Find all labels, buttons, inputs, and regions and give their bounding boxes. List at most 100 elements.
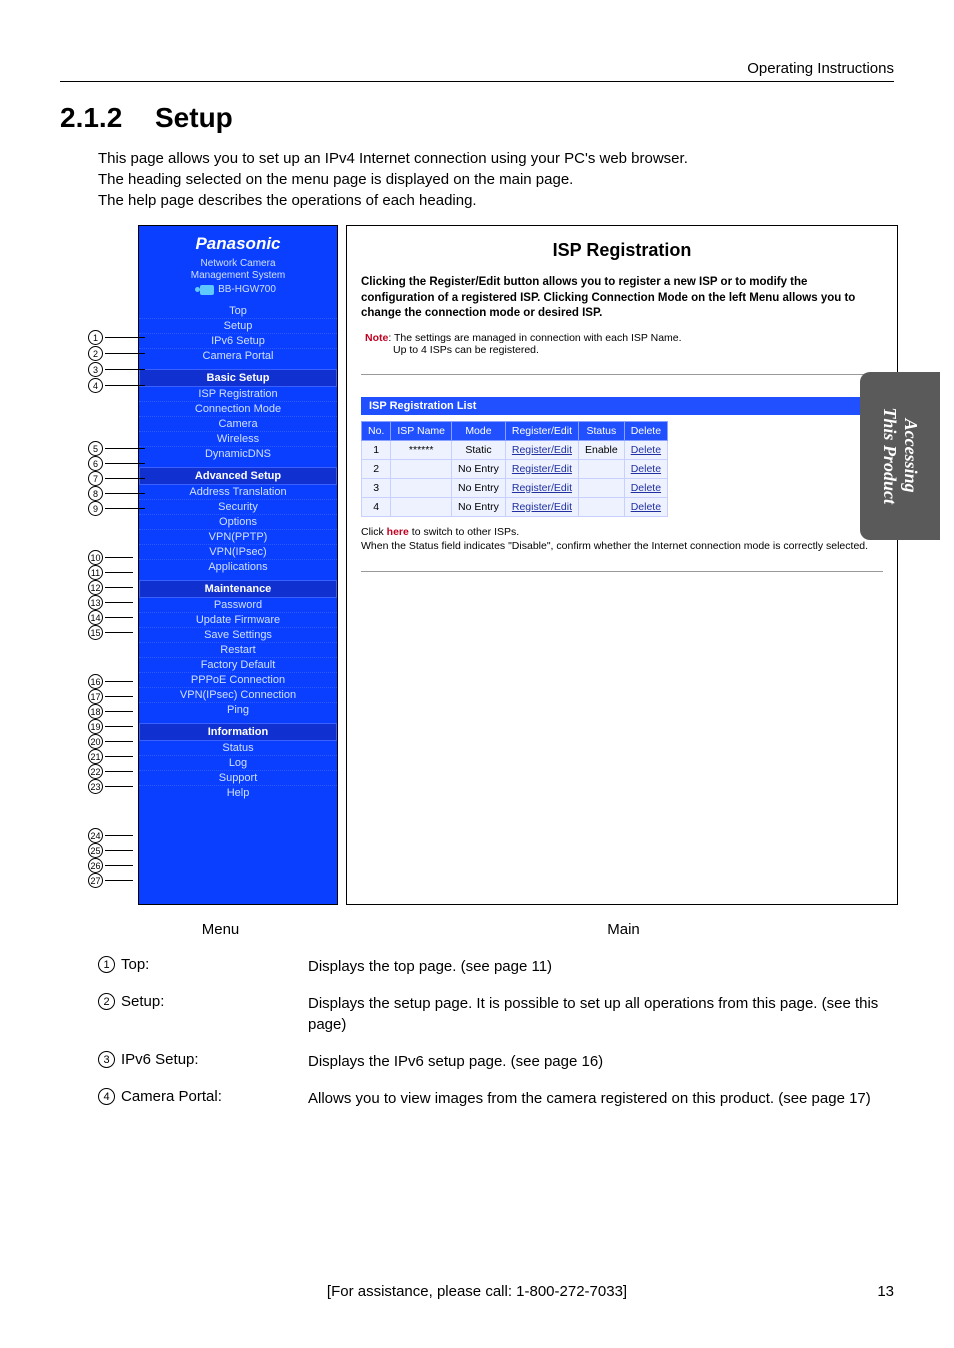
desc-definition: Displays the top page. (see page 11) [308,956,894,977]
menu-item[interactable]: DynamicDNS [139,447,337,461]
note-text: : The settings are managed in connection… [388,332,681,344]
menu-label: Menu [88,921,353,938]
register-edit-cell[interactable]: Register/Edit [505,440,578,459]
menu-item[interactable]: Password [139,598,337,613]
menu-item[interactable]: Applications [139,560,337,574]
callout-line [105,602,133,603]
desc-definition: Displays the setup page. It is possible … [308,993,894,1035]
menu-item[interactable]: Ping [139,703,337,717]
camera-icon [200,285,214,295]
table-cell: Static [452,440,506,459]
menu-item[interactable]: Factory Default [139,658,337,673]
callout-number: 20 [88,734,103,749]
callout-line [105,572,133,573]
menu-item[interactable]: VPN(PPTP) [139,530,337,545]
register-edit-cell[interactable]: Register/Edit [505,478,578,497]
desc-term: Setup: [121,993,164,1010]
section-title-text: Setup [155,102,233,133]
callout: 12 [88,580,133,595]
callout: 13 [88,595,133,610]
desc-number: 4 [98,1088,115,1105]
callout-line [105,448,145,449]
table-row: 1******StaticRegister/EditEnableDelete [362,440,668,459]
menu-item[interactable]: ISP Registration [139,387,337,402]
callout-line [105,696,133,697]
callout: 3 [88,362,145,377]
callout-number: 2 [88,346,103,361]
table-cell: No Entry [452,497,506,516]
menu-item[interactable]: Camera [139,417,337,432]
table-cell: No Entry [452,459,506,478]
menu-item[interactable]: Address Translation [139,485,337,500]
table-header: Status [578,421,624,440]
topnav-item[interactable]: Top [139,304,337,319]
callout-number: 21 [88,749,103,764]
callout-number: 4 [88,378,103,393]
menu-item[interactable]: VPN(IPsec) Connection [139,688,337,703]
callout: 24 [88,828,133,843]
menu-item[interactable]: Connection Mode [139,402,337,417]
delete-cell[interactable]: Delete [624,497,667,516]
callout-number: 12 [88,580,103,595]
callout: 26 [88,858,133,873]
delete-cell[interactable]: Delete [624,459,667,478]
menu-item[interactable]: VPN(IPsec) [139,545,337,560]
brand-logo: Panasonic [139,226,337,258]
callout-line [105,711,133,712]
callout-number: 1 [88,330,103,345]
menu-item[interactable]: Wireless [139,432,337,447]
menu-item[interactable]: Log [139,756,337,771]
main-paragraph: Clicking the Register/Edit button allows… [361,275,883,322]
callout-line [105,493,145,494]
callout-number: 16 [88,674,103,689]
delete-cell[interactable]: Delete [624,440,667,459]
callout-line [105,463,145,464]
menu-item[interactable]: Status [139,741,337,756]
here-link[interactable]: here [387,526,409,538]
table-cell [578,497,624,516]
topnav-block: TopSetupIPv6 SetupCamera Portal [139,304,337,363]
callout-number: 15 [88,625,103,640]
callout-line [105,681,133,682]
callout-line [105,880,133,881]
callout-line [105,850,133,851]
menu-group-head: Advanced Setup [139,467,337,485]
desc-term: Top: [121,956,149,973]
callout-line [105,385,145,386]
topnav-item[interactable]: Setup [139,319,337,334]
callout-number: 19 [88,719,103,734]
delete-cell[interactable]: Delete [624,478,667,497]
callout: 4 [88,378,145,393]
register-edit-cell[interactable]: Register/Edit [505,459,578,478]
intro-block: This page allows you to set up an IPv4 I… [60,148,894,211]
callout-number: 23 [88,779,103,794]
menu-item[interactable]: Security [139,500,337,515]
callout-line [105,726,133,727]
desc-definition: Displays the IPv6 setup page. (see page … [308,1051,894,1072]
callout-line [105,557,133,558]
table-row: 3No EntryRegister/EditDelete [362,478,668,497]
register-edit-cell[interactable]: Register/Edit [505,497,578,516]
desc-definition: Allows you to view images from the camer… [308,1088,894,1109]
topnav-item[interactable]: IPv6 Setup [139,334,337,349]
menu-item[interactable]: Update Firmware [139,613,337,628]
topnav-item[interactable]: Camera Portal [139,349,337,363]
callout: 18 [88,704,133,719]
menu-item[interactable]: Restart [139,643,337,658]
menu-item[interactable]: Options [139,515,337,530]
callout-number: 7 [88,471,103,486]
side-tab: AccessingThis Product [860,372,940,540]
table-cell [578,478,624,497]
menu-item[interactable]: Save Settings [139,628,337,643]
callout: 8 [88,486,145,501]
table-cell: Enable [578,440,624,459]
table-cell [391,459,452,478]
menu-item[interactable]: PPPoE Connection [139,673,337,688]
menu-item[interactable]: Support [139,771,337,786]
callout: 6 [88,456,145,471]
table-cell [391,478,452,497]
desc-term: IPv6 Setup: [121,1051,199,1068]
desc-term: Camera Portal: [121,1088,222,1105]
table-header: Register/Edit [505,421,578,440]
menu-item[interactable]: Help [139,786,337,800]
